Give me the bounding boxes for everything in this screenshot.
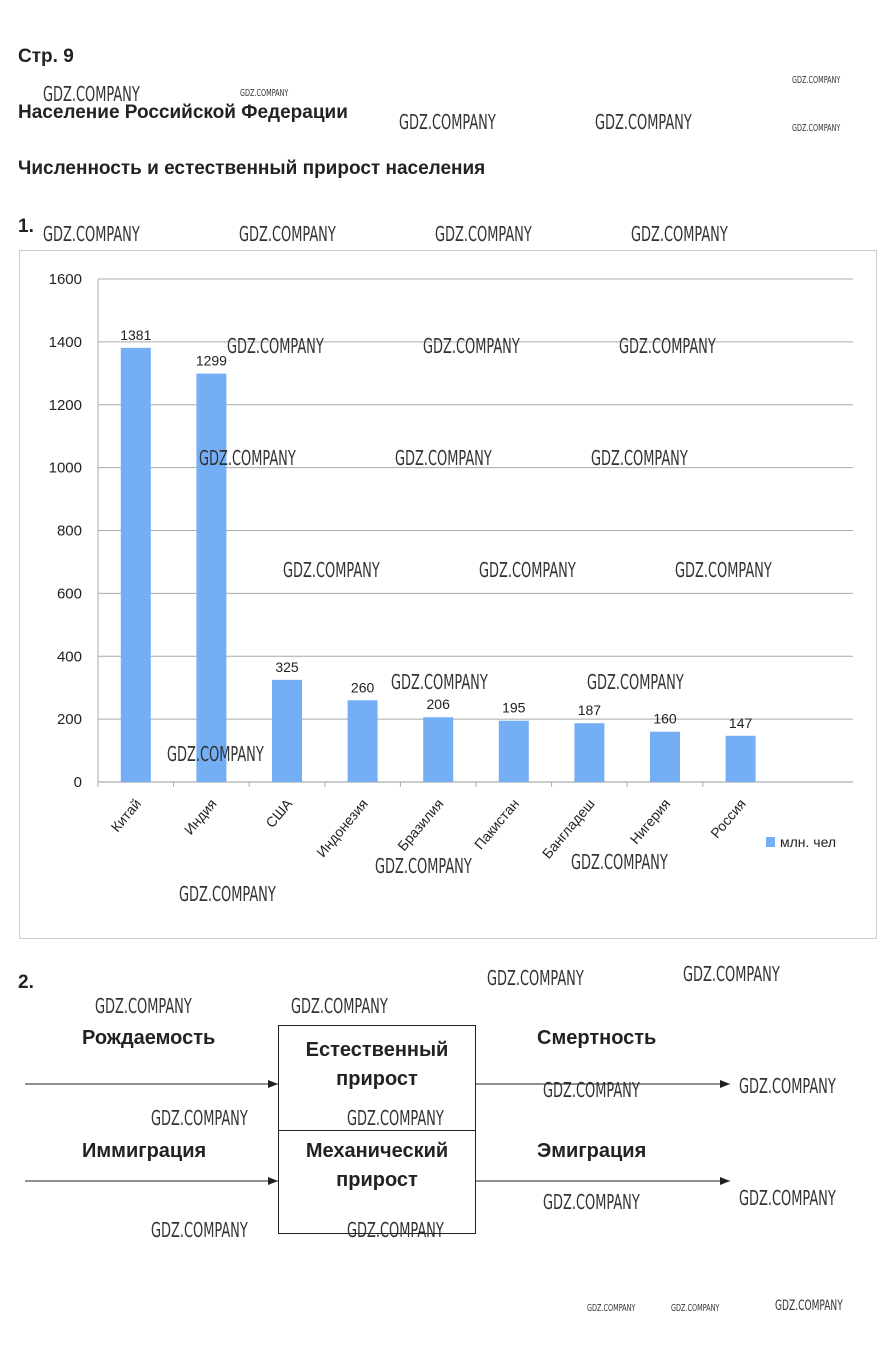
y-tick-label: 1200 — [49, 397, 82, 414]
watermark: GDZ.COMPANY — [479, 558, 576, 582]
y-tick-label: 1600 — [49, 271, 82, 288]
watermark: GDZ.COMPANY — [543, 1078, 640, 1102]
watermark: GDZ.COMPANY — [43, 82, 140, 106]
watermark: GDZ.COMPANY — [240, 88, 289, 99]
watermark: GDZ.COMPANY — [487, 966, 584, 990]
natural-growth-box: Естественный прирост — [278, 1025, 476, 1131]
data-label: 325 — [275, 659, 299, 675]
data-label: 206 — [427, 696, 451, 712]
watermark: GDZ.COMPANY — [95, 994, 192, 1018]
mechanical-growth-label: Механический прирост — [305, 1140, 449, 1191]
bar — [272, 679, 302, 782]
legend-label: млн. чел — [780, 834, 836, 850]
watermark: GDZ.COMPANY — [591, 446, 688, 470]
label-immigration: Иммиграция — [82, 1140, 207, 1162]
task-1-number: 1. — [18, 216, 34, 237]
data-label: 160 — [653, 711, 677, 727]
bar — [725, 735, 756, 782]
y-tick-label: 0 — [74, 774, 82, 791]
heading: Население Российской Федерации — [18, 102, 348, 123]
mechanical-growth-box: Механический прирост — [278, 1129, 476, 1234]
bar — [347, 700, 378, 782]
chart-svg: 020040060080010001200140016001381Китай12… — [49, 271, 853, 862]
watermark: GDZ.COMPANY — [239, 222, 336, 246]
bar — [574, 723, 605, 782]
y-tick-label: 600 — [57, 585, 82, 602]
watermark: GDZ.COMPANY — [683, 962, 780, 986]
watermark: GDZ.COMPANY — [43, 222, 140, 246]
watermark: GDZ.COMPANY — [283, 558, 380, 582]
watermark: GDZ.COMPANY — [167, 742, 264, 766]
watermark: GDZ.COMPANY — [775, 1298, 843, 1314]
watermark: GDZ.COMPANY — [347, 1106, 444, 1130]
y-tick-label: 800 — [57, 523, 82, 540]
watermark: GDZ.COMPANY — [671, 1303, 720, 1314]
bar — [196, 373, 227, 782]
data-label: 195 — [502, 700, 526, 716]
watermark: GDZ.COMPANY — [227, 334, 324, 358]
label-emigration: Эмиграция — [537, 1140, 647, 1162]
watermark: GDZ.COMPANY — [571, 850, 668, 874]
bar — [650, 731, 680, 782]
page-label: Стр. 9 — [18, 46, 74, 67]
watermark: GDZ.COMPANY — [151, 1106, 248, 1130]
watermark: GDZ.COMPANY — [375, 854, 472, 878]
watermark: GDZ.COMPANY — [543, 1190, 640, 1214]
watermark: GDZ.COMPANY — [792, 75, 841, 86]
population-chart: 0 200 400 600 800 1000 1200 1400 1600 1381 Китай 12… — [19, 250, 877, 939]
data-label: 187 — [578, 702, 602, 718]
bar — [423, 717, 454, 782]
data-label: 1381 — [120, 327, 151, 343]
watermark: GDZ.COMPANY — [587, 670, 684, 694]
y-tick-label: 200 — [57, 711, 82, 728]
watermark: GDZ.COMPANY — [739, 1074, 836, 1098]
watermark: GDZ.COMPANY — [291, 994, 388, 1018]
watermark: GDZ.COMPANY — [792, 123, 841, 134]
y-tick-label: 1400 — [49, 334, 82, 351]
legend-swatch — [766, 837, 775, 847]
task-2-number: 2. — [18, 972, 34, 993]
watermark: GDZ.COMPANY — [199, 446, 296, 470]
label-mortality: Смертность — [537, 1027, 657, 1049]
y-tick-label: 400 — [57, 648, 82, 665]
data-label: 260 — [351, 679, 375, 695]
watermark: GDZ.COMPANY — [595, 110, 692, 134]
subheading: Численность и естественный прирост насел… — [18, 158, 486, 179]
y-tick-label: 1000 — [49, 460, 82, 477]
watermark: GDZ.COMPANY — [587, 1303, 636, 1314]
bar — [498, 720, 529, 782]
data-label: 1299 — [196, 353, 227, 369]
watermark: GDZ.COMPANY — [151, 1218, 248, 1242]
natural-growth-label: Естественный прирост — [305, 1039, 449, 1090]
label-birth-rate: Рождаемость — [82, 1027, 216, 1049]
watermark: GDZ.COMPANY — [675, 558, 772, 582]
watermark: GDZ.COMPANY — [423, 334, 520, 358]
watermark: GDZ.COMPANY — [435, 222, 532, 246]
watermark: GDZ.COMPANY — [631, 222, 728, 246]
watermark: GDZ.COMPANY — [395, 446, 492, 470]
watermark: GDZ.COMPANY — [347, 1218, 444, 1242]
watermark: GDZ.COMPANY — [179, 882, 276, 906]
bar — [120, 347, 151, 782]
watermark: GDZ.COMPANY — [399, 110, 496, 134]
data-label: 147 — [729, 715, 753, 731]
watermark: GDZ.COMPANY — [739, 1186, 836, 1210]
watermark: GDZ.COMPANY — [619, 334, 716, 358]
watermark: GDZ.COMPANY — [391, 670, 488, 694]
